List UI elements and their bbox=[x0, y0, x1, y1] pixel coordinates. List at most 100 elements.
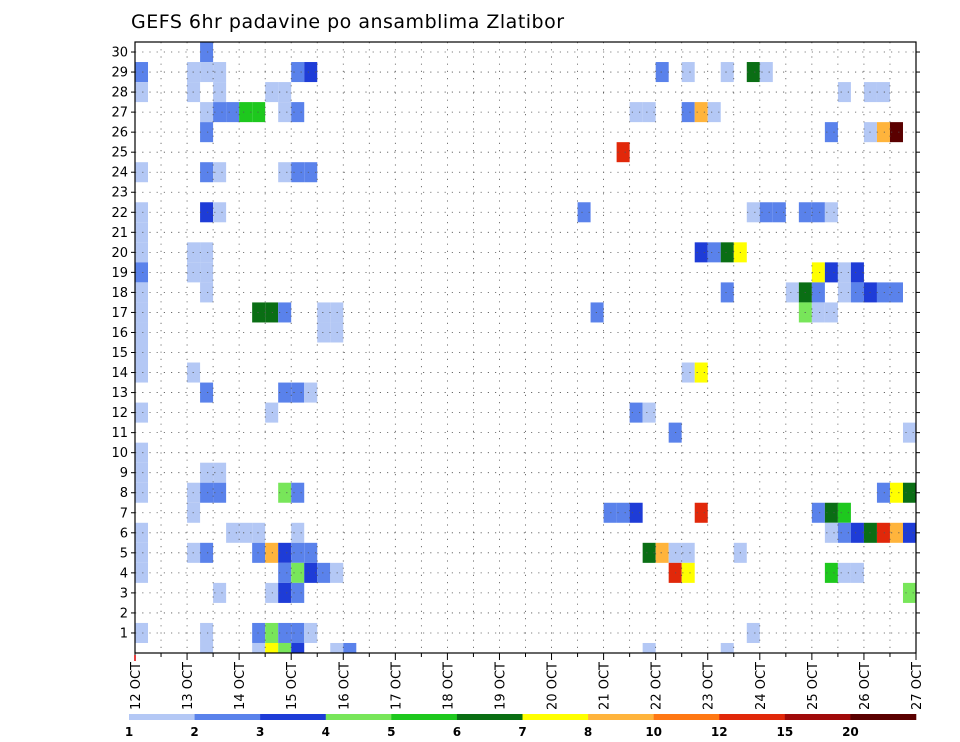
x-tick-label: 27 OCT bbox=[910, 662, 925, 710]
precip-cell bbox=[135, 162, 149, 183]
precip-cell bbox=[850, 262, 864, 283]
legend-label: 6 bbox=[453, 725, 461, 739]
precip-cell bbox=[837, 522, 851, 543]
legend-label: 3 bbox=[256, 725, 264, 739]
precip-cell bbox=[902, 522, 916, 543]
precip-cell bbox=[655, 62, 669, 83]
precip-cell bbox=[291, 162, 305, 183]
precip-cell bbox=[278, 162, 292, 183]
precip-cell bbox=[629, 502, 643, 523]
precip-cell bbox=[837, 262, 851, 283]
precip-cell bbox=[226, 102, 240, 123]
precip-cell bbox=[616, 142, 630, 163]
precip-cell bbox=[681, 542, 695, 563]
precip-cell bbox=[837, 562, 851, 583]
y-tick-label: 25 bbox=[111, 146, 128, 161]
precip-cell bbox=[850, 522, 864, 543]
legend-label: 2 bbox=[190, 725, 198, 739]
precip-cell bbox=[200, 642, 214, 653]
precip-cell bbox=[304, 562, 318, 583]
precip-cell bbox=[213, 482, 227, 503]
precip-cell bbox=[759, 202, 773, 223]
x-tick-label: 18 OCT bbox=[441, 662, 456, 710]
y-tick-label: 4 bbox=[120, 566, 128, 581]
x-tick-label: 25 OCT bbox=[806, 662, 821, 710]
legend-swatch bbox=[129, 714, 195, 720]
precip-cell bbox=[200, 262, 214, 283]
y-tick-label: 8 bbox=[120, 486, 128, 501]
precip-cell bbox=[681, 562, 695, 583]
precip-cell bbox=[265, 302, 279, 323]
legend-swatch bbox=[325, 714, 392, 720]
x-tick-label: 20 OCT bbox=[546, 662, 561, 710]
y-tick-label: 29 bbox=[111, 66, 128, 81]
y-tick-label: 7 bbox=[120, 506, 128, 521]
y-tick-label: 1 bbox=[120, 626, 128, 641]
x-tick-label: 26 OCT bbox=[858, 662, 873, 710]
precip-cell bbox=[135, 302, 149, 323]
y-tick-label: 24 bbox=[111, 166, 128, 181]
precip-cell bbox=[746, 62, 760, 83]
precip-cell bbox=[902, 422, 916, 443]
y-tick-label: 6 bbox=[120, 526, 128, 541]
precip-cell bbox=[135, 82, 149, 103]
legend-label: 12 bbox=[711, 725, 728, 739]
precip-cell bbox=[824, 522, 838, 543]
precip-cell bbox=[720, 62, 734, 83]
precip-cell bbox=[278, 382, 292, 403]
precip-cell bbox=[135, 342, 149, 363]
x-tick-label: 15 OCT bbox=[285, 662, 300, 710]
precip-cell bbox=[252, 622, 266, 643]
precip-cell bbox=[850, 282, 864, 303]
precip-cell bbox=[902, 482, 916, 503]
y-tick-label: 5 bbox=[120, 546, 128, 561]
precip-cell bbox=[694, 362, 708, 383]
precip-cell bbox=[629, 402, 643, 423]
precip-cell bbox=[707, 242, 721, 263]
precip-cell bbox=[759, 62, 773, 83]
legend-swatch bbox=[194, 714, 261, 720]
precip-cell bbox=[213, 62, 227, 83]
y-tick-label: 13 bbox=[111, 386, 128, 401]
precip-cell bbox=[876, 122, 890, 143]
y-axis: 1234567891011121314151617181920212223242… bbox=[111, 46, 920, 641]
precip-cell bbox=[850, 562, 864, 583]
y-tick-label: 9 bbox=[120, 466, 128, 481]
precip-cell bbox=[642, 102, 656, 123]
precip-cell bbox=[720, 282, 734, 303]
precip-cell bbox=[278, 562, 292, 583]
precip-cell bbox=[772, 202, 786, 223]
y-tick-label: 23 bbox=[111, 186, 128, 201]
precip-cell bbox=[278, 642, 292, 653]
precip-cell bbox=[824, 502, 838, 523]
precip-cell bbox=[226, 522, 240, 543]
precip-cell bbox=[304, 162, 318, 183]
y-tick-label: 2 bbox=[120, 606, 128, 621]
y-tick-label: 21 bbox=[111, 226, 128, 241]
precip-cell bbox=[824, 122, 838, 143]
legend-swatch bbox=[522, 714, 589, 720]
precip-cell bbox=[135, 262, 149, 283]
precip-cell bbox=[265, 622, 279, 643]
precip-cell bbox=[200, 242, 214, 263]
precip-cell bbox=[239, 102, 253, 123]
legend-swatch bbox=[719, 714, 786, 720]
precip-cell bbox=[135, 362, 149, 383]
precip-cell bbox=[213, 202, 227, 223]
precip-cell bbox=[889, 282, 903, 303]
y-tick-label: 15 bbox=[111, 346, 128, 361]
x-tick-label: 17 OCT bbox=[389, 662, 404, 710]
precip-cell bbox=[681, 362, 695, 383]
precip-cell bbox=[811, 502, 825, 523]
precip-cell bbox=[200, 122, 214, 143]
precip-cell bbox=[642, 402, 656, 423]
precip-cell bbox=[135, 322, 149, 343]
x-tick-label: 13 OCT bbox=[181, 662, 196, 710]
precip-cell bbox=[876, 482, 890, 503]
legend-swatch bbox=[784, 714, 851, 720]
precip-cell bbox=[265, 542, 279, 563]
precip-cell bbox=[252, 302, 266, 323]
precip-cell bbox=[265, 642, 279, 653]
precip-cell bbox=[135, 202, 149, 223]
